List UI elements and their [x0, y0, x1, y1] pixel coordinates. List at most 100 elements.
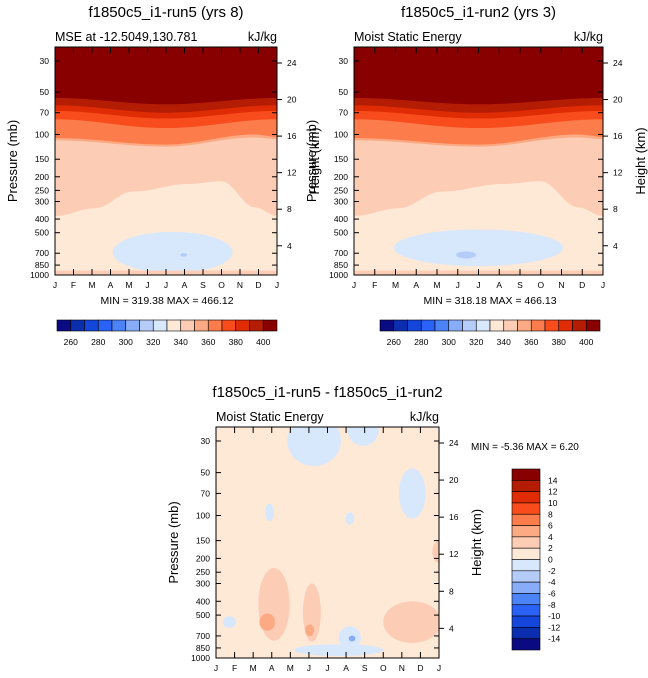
colorbar-label: 400 [579, 337, 593, 347]
y-right-tick-label: 8 [287, 204, 292, 214]
x-tick-label: J [456, 280, 460, 290]
colorbar-box [194, 319, 209, 332]
colorbar-box [517, 319, 532, 332]
x-tick-label: M [392, 280, 399, 290]
min-max-stats: MIN = 318.18 MAX = 466.13 [423, 295, 556, 307]
x-tick-label: J [145, 280, 149, 290]
left-subtitle: MSE at -12.5049,130.781 [55, 30, 198, 44]
colorbar-box [511, 513, 541, 526]
y-tick-label: 200 [35, 172, 49, 182]
x-tick-label: J [214, 663, 218, 673]
colorbar-box [511, 525, 541, 538]
colorbar-label: 340 [497, 337, 511, 347]
x-tick-label: F [372, 280, 377, 290]
y-axis-label: Pressure (mb) [166, 501, 181, 583]
negative-blob [294, 644, 384, 656]
x-tick-label: O [380, 663, 387, 673]
negative-blob [345, 512, 355, 525]
y-tick-label: 200 [196, 553, 210, 563]
y-right-tick-label: 20 [449, 475, 459, 485]
colorbar-box [511, 627, 541, 639]
x-tick-label: O [218, 280, 225, 290]
x-tick-label: A [496, 280, 502, 290]
x-tick-label: J [325, 663, 329, 673]
y-tick-label: 150 [196, 536, 210, 546]
colorbar-label: 320 [469, 337, 483, 347]
colorbar-label: 300 [442, 337, 456, 347]
colorbar-box [511, 491, 541, 504]
colorbar-box [511, 480, 541, 492]
y-tick-label: 500 [334, 228, 348, 238]
positive-blob [432, 540, 439, 564]
y-tick-label: 250 [196, 567, 210, 577]
left-subtitle: Moist Static Energy [216, 410, 324, 424]
chart-title: f1850c5_i1-run2 (yrs 3) [401, 4, 556, 21]
x-tick-label: A [182, 280, 188, 290]
y-tick-label: 300 [35, 197, 49, 207]
y-tick-label: 250 [334, 185, 348, 195]
colorbar-label: 12 [548, 487, 558, 497]
negative-core [348, 635, 356, 642]
colorbar-label: -6 [548, 588, 556, 598]
colorbar-label: -8 [548, 600, 556, 610]
colorbar-label: 400 [256, 337, 270, 347]
y-tick-label: 100 [35, 129, 49, 139]
x-tick-label: J [307, 663, 311, 673]
colorbar-label: -10 [548, 611, 561, 621]
y-right-tick-label: 8 [613, 204, 618, 214]
colorbar-box [489, 319, 505, 332]
y-right-tick-label: 24 [287, 58, 297, 68]
x-tick-label: S [362, 663, 368, 673]
colorbar-box [56, 319, 72, 332]
y-tick-label: 70 [339, 108, 349, 118]
y-tick-label: 500 [196, 610, 210, 620]
x-tick-label: J [53, 280, 57, 290]
colorbar-label: 320 [146, 337, 160, 347]
y-tick-label: 250 [35, 185, 49, 195]
colorbar-box [262, 319, 278, 332]
colorbar-label: 340 [174, 337, 188, 347]
colorbar-box [434, 319, 450, 332]
y-right-tick-label: 4 [449, 623, 454, 633]
x-tick-label: M [88, 280, 95, 290]
x-tick-label: A [108, 280, 114, 290]
colorbar-label: 10 [548, 498, 558, 508]
y-axis-label: Pressure (mb) [5, 120, 20, 202]
y-right-tick-label: 20 [613, 95, 623, 105]
positive-blob [383, 601, 439, 643]
y-right-tick-label: 20 [287, 95, 297, 105]
x-tick-label: D [417, 663, 423, 673]
colorbar-label: -14 [548, 634, 561, 644]
x-tick-label: A [269, 663, 275, 673]
colorbar-box [207, 319, 223, 332]
y-tick-label: 700 [35, 248, 49, 258]
colorbar-label: -2 [548, 566, 556, 576]
colorbar-label: 6 [548, 521, 553, 531]
x-tick-label: O [537, 280, 544, 290]
x-tick-label: D [255, 280, 261, 290]
x-tick-label: M [287, 663, 294, 673]
x-tick-label: J [476, 280, 480, 290]
colorbar-label: 360 [201, 337, 215, 347]
x-tick-label: S [517, 280, 523, 290]
y-tick-label: 70 [40, 108, 50, 118]
x-tick-label: A [413, 280, 419, 290]
x-tick-label: J [164, 280, 168, 290]
colorbar-box [572, 319, 587, 332]
y-tick-label: 400 [334, 214, 348, 224]
y-tick-label: 30 [40, 56, 50, 66]
colorbar-label: -12 [548, 622, 561, 632]
y-tick-label: 700 [196, 631, 210, 641]
y-tick-label: 150 [35, 154, 49, 164]
y-tick-label: 50 [339, 87, 349, 97]
colorbar-label: 380 [229, 337, 243, 347]
min-max-stats: MIN = -5.36 MAX = 6.20 [471, 442, 579, 453]
colorbar-label: -4 [548, 577, 556, 587]
x-tick-label: J [601, 280, 605, 290]
colorbar-box [125, 319, 140, 332]
colorbar-box [511, 638, 541, 651]
y-tick-label: 100 [196, 511, 210, 521]
